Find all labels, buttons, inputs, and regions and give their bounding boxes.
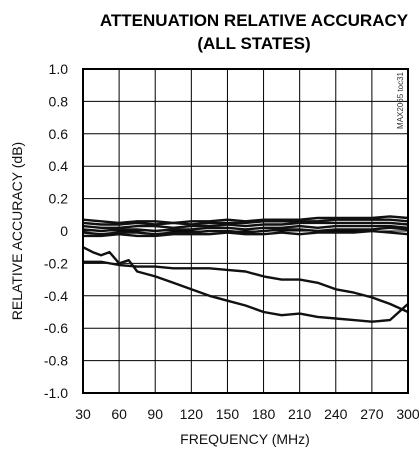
x-tick-labels: 30 60 90 120 150 180 210 240 270 300 [75,406,419,422]
y-tick-label: -0.6 [44,320,68,336]
series-group [82,215,409,323]
series-line-1 [82,215,409,225]
y-tick-label: -1.0 [44,385,68,401]
part-number-label: MAX2065 toc31 [396,71,405,128]
series-line-5 [82,226,409,236]
series-line-6 [83,229,409,238]
y-tick-label: -0.4 [44,288,68,304]
series-line-2 [82,218,409,226]
y-tick-label: 0.6 [49,126,69,142]
y-tick-labels: 1.0 0.8 0.6 0.4 0.2 0 -0.2 -0.4 -0.6 -0.8 -1.0 [44,61,68,401]
y-tick-label: 1.0 [49,61,69,77]
y-tick-label: 0.2 [49,191,69,207]
x-tick-label: 90 [147,406,163,422]
x-tick-label: 30 [75,406,91,422]
series-line-4 [82,224,409,233]
x-tick-label: 60 [111,406,127,422]
x-tick-label: 120 [180,406,204,422]
series-line-3 [82,221,409,229]
series-line-8 [83,260,409,314]
x-tick-label: 150 [216,406,240,422]
y-tick-label: 0.4 [49,158,69,174]
plot-frame [82,68,409,394]
series-line-7 [82,246,409,323]
x-tick-label: 180 [252,406,276,422]
chart-title: ATTENUATION RELATIVE ACCURACY [100,11,409,30]
chart-subtitle: (ALL STATES) [197,34,310,53]
y-tick-label: 0 [60,223,68,239]
x-tick-label: 270 [360,406,384,422]
y-tick-label: -0.8 [44,353,68,369]
x-tick-label: 210 [288,406,312,422]
y-tick-label: 0.8 [49,93,69,109]
y-axis-label: RELATIVE ACCURACY (dB) [9,142,25,320]
x-axis-label: FREQUENCY (MHz) [180,431,310,447]
y-tick-label: -0.2 [44,255,68,271]
x-tick-label: 240 [324,406,348,422]
x-tick-label: 300 [396,406,419,422]
